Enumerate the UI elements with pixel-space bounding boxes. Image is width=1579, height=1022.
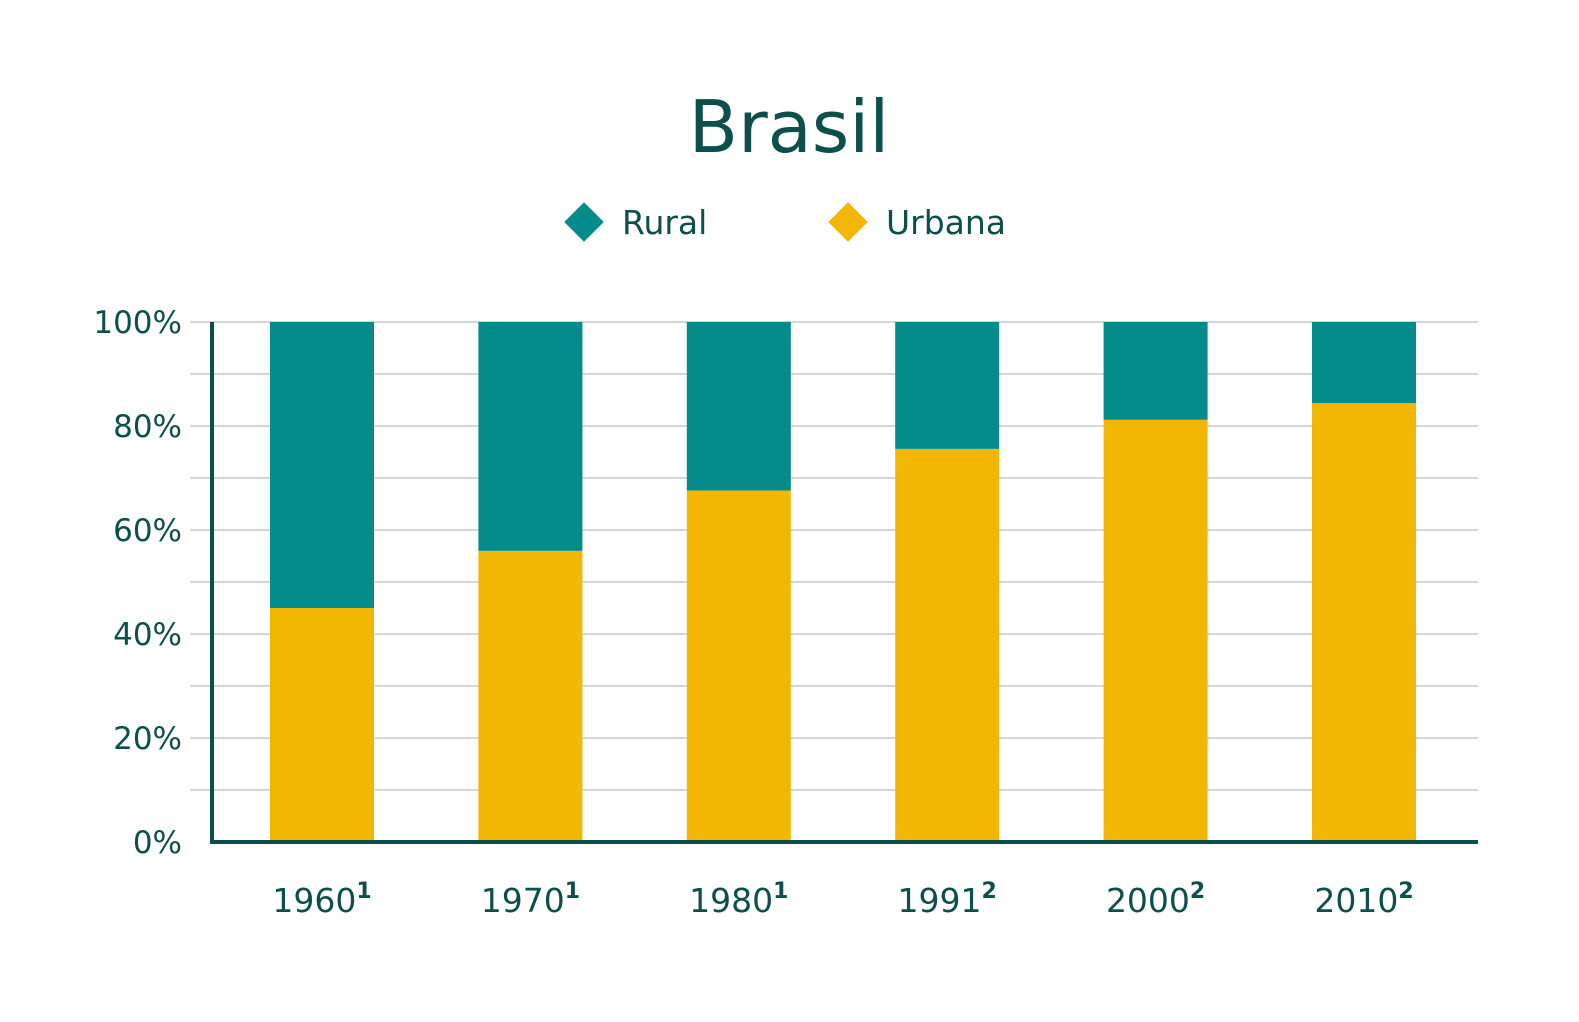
bar-urbana-1991: [895, 448, 1000, 842]
y-tick-label: 40%: [113, 617, 182, 653]
x-tick-label: 19801: [689, 879, 788, 920]
bar-urbana-2000: [1103, 419, 1208, 842]
y-tick-label: 20%: [113, 721, 182, 757]
legend-marker-rural: [564, 202, 604, 242]
x-tick-label: 20102: [1314, 879, 1413, 920]
bar-rural-1970: [478, 322, 583, 551]
bar-rural-1980: [686, 322, 791, 491]
legend-marker-urbana: [828, 202, 868, 242]
chart-title: Brasil: [689, 85, 890, 169]
legend-label-rural: Rural: [622, 203, 707, 242]
bars: [270, 322, 1416, 842]
x-tick-footnote: 1: [356, 879, 371, 904]
x-tick-label: 19601: [272, 879, 371, 920]
bar-rural-2000: [1103, 322, 1208, 420]
x-tick-footnote: 2: [1190, 879, 1205, 904]
x-tick-label: 19701: [481, 879, 580, 920]
y-tick-labels: 0% 20% 40% 60% 80% 100%: [93, 305, 182, 861]
bar-rural-1960: [270, 322, 374, 608]
bar-urbana-1960: [270, 608, 374, 842]
legend: Rural Urbana: [564, 202, 1006, 242]
legend-label-urbana: Urbana: [886, 203, 1006, 242]
x-tick-labels: 19601 19701 19801 19912 20002 20102: [272, 879, 1413, 920]
x-tick-footnote: 1: [773, 879, 788, 904]
x-tick-footnote: 1: [565, 879, 580, 904]
bar-rural-2010: [1312, 322, 1416, 404]
bar-rural-1991: [895, 322, 1000, 449]
bar-urbana-1970: [478, 550, 583, 842]
x-tick-footnote: 2: [982, 879, 997, 904]
y-tick-label: 100%: [93, 305, 182, 341]
axes: [210, 322, 1478, 844]
y-tick-label: 0%: [133, 825, 182, 861]
bar-urbana-1980: [686, 490, 791, 842]
y-tick-label: 80%: [113, 409, 182, 445]
gridlines: [190, 321, 1478, 791]
x-tick-label: 20002: [1106, 879, 1205, 920]
bar-urbana-2010: [1312, 403, 1416, 842]
y-tick-label: 60%: [113, 513, 182, 549]
x-tick-footnote: 2: [1398, 879, 1413, 904]
x-tick-label: 19912: [898, 879, 997, 920]
